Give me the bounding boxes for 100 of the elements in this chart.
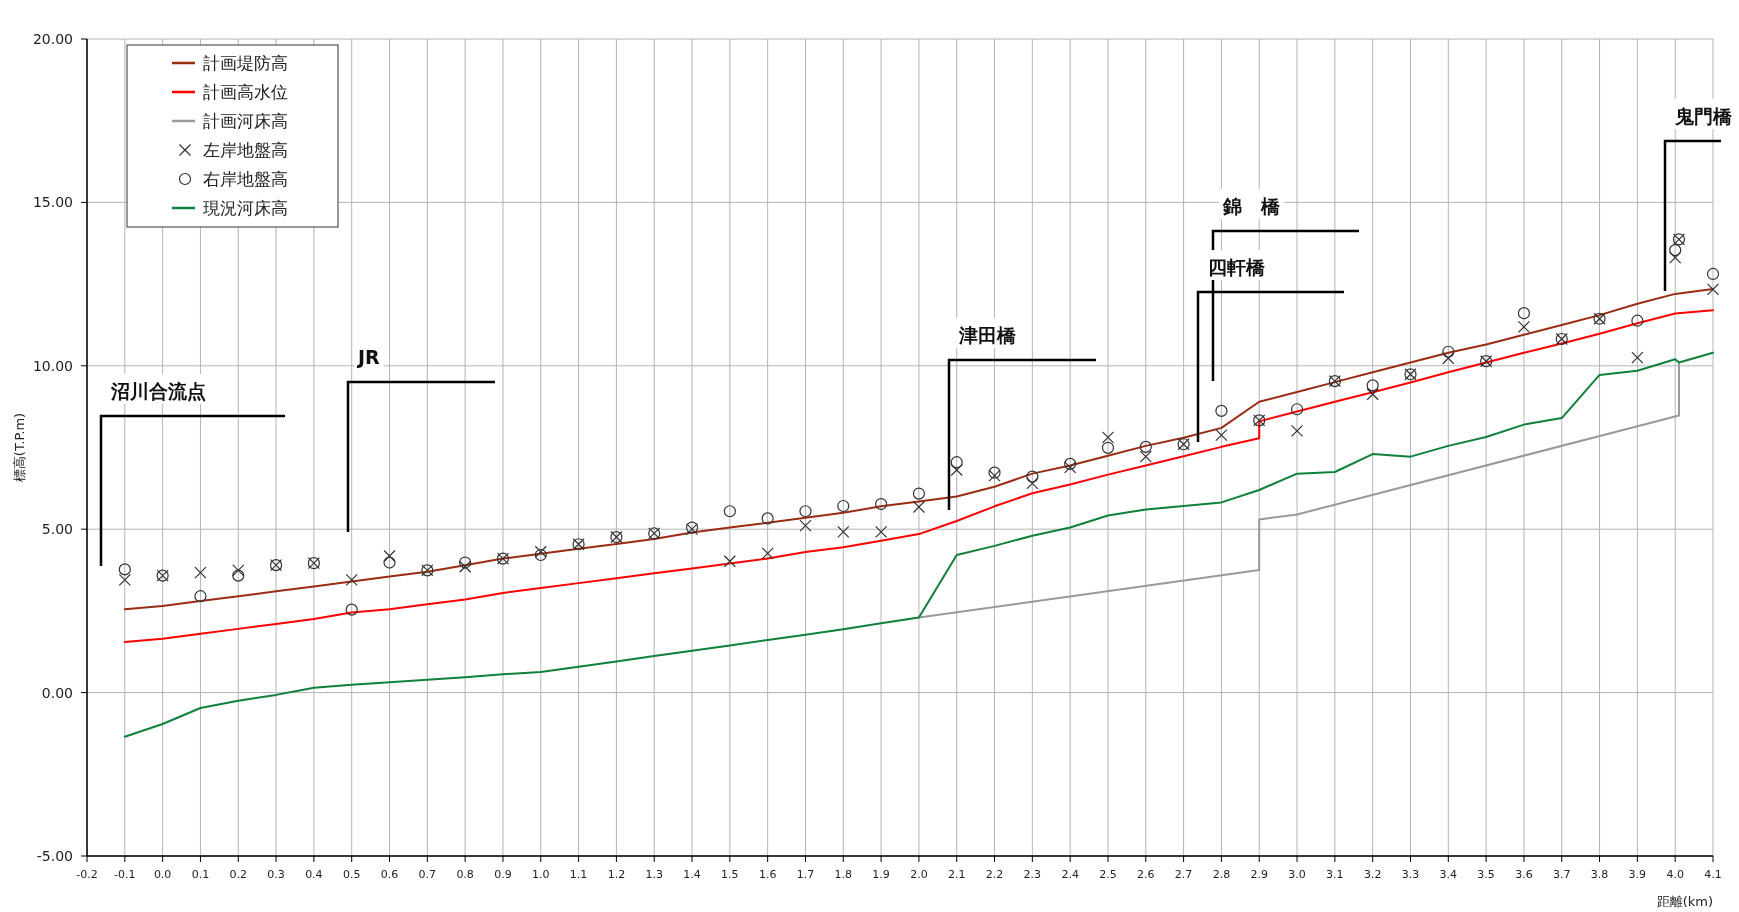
y-axis-title: 標高(T.P.m) bbox=[12, 412, 27, 483]
x-tick-label: 3.4 bbox=[1439, 868, 1458, 881]
legend-label: 現況河床高 bbox=[203, 198, 288, 218]
x-tick-label: 1.4 bbox=[683, 868, 701, 881]
point bbox=[1366, 379, 1379, 392]
point bbox=[1026, 470, 1039, 483]
x-tick-label: 1.6 bbox=[758, 868, 777, 881]
x-tick-label: 3.5 bbox=[1477, 868, 1495, 881]
point bbox=[459, 556, 472, 569]
x-axis-title: 距離(km) bbox=[1656, 894, 1713, 909]
x-tick-label: 3.3 bbox=[1401, 868, 1420, 881]
point bbox=[118, 573, 131, 586]
point bbox=[912, 487, 926, 500]
point bbox=[232, 569, 245, 582]
y-tick-label: 0.00 bbox=[41, 684, 73, 701]
x-tick-label: 3.0 bbox=[1288, 868, 1306, 881]
point bbox=[1101, 431, 1115, 444]
annotation: 錦 橋 bbox=[1222, 195, 1281, 217]
x-tick-label: 2.2 bbox=[985, 868, 1004, 881]
annotation: 鬼門橋 bbox=[1674, 105, 1733, 127]
x-tick-label: 0.9 bbox=[494, 868, 512, 881]
legend-label: 計画高水位 bbox=[203, 82, 288, 102]
y-tick-label: 10.00 bbox=[32, 357, 73, 374]
point bbox=[534, 545, 547, 558]
point bbox=[459, 560, 472, 573]
annotation: 津田橋 bbox=[958, 324, 1017, 346]
point bbox=[1442, 352, 1455, 365]
point bbox=[837, 499, 850, 513]
point bbox=[1669, 251, 1682, 264]
point bbox=[1517, 320, 1531, 334]
point bbox=[383, 549, 396, 563]
point bbox=[723, 555, 736, 568]
x-tick-label: -0.2 bbox=[76, 868, 98, 881]
x-tick-label: 2.3 bbox=[1023, 868, 1042, 881]
y-tick-label: -5.00 bbox=[36, 848, 73, 864]
x-tick-label: 4.1 bbox=[1704, 868, 1722, 881]
point bbox=[799, 519, 812, 532]
x-tick-label: -0.1 bbox=[114, 868, 136, 881]
point bbox=[1669, 244, 1682, 257]
annotation: 四軒橋 bbox=[1208, 256, 1266, 278]
point bbox=[1139, 450, 1152, 463]
point bbox=[1442, 345, 1455, 358]
point bbox=[1026, 477, 1039, 490]
x-tick-label: 1.8 bbox=[834, 868, 853, 881]
point bbox=[1215, 428, 1228, 442]
point bbox=[874, 497, 888, 511]
x-tick-label: 4.0 bbox=[1666, 868, 1684, 881]
x-tick-label: 3.1 bbox=[1326, 868, 1344, 881]
point bbox=[1290, 403, 1304, 416]
x-tick-label: 2.9 bbox=[1250, 868, 1268, 881]
x-tick-label: 0.7 bbox=[418, 868, 437, 881]
legend-label: 左岸地盤高 bbox=[203, 140, 288, 160]
point bbox=[874, 525, 888, 538]
point bbox=[118, 563, 131, 576]
x-tick-label: 1.2 bbox=[607, 868, 626, 881]
x-tick-label: 2.4 bbox=[1061, 868, 1079, 881]
annotation: JR bbox=[356, 346, 381, 368]
point bbox=[723, 505, 736, 518]
y-tick-label: 15.00 bbox=[32, 194, 73, 211]
x-tick-label: 0.0 bbox=[153, 868, 172, 881]
x-tick-label: 2.0 bbox=[910, 868, 928, 881]
point bbox=[194, 566, 207, 579]
y-tick-label: 20.00 bbox=[32, 31, 73, 47]
x-tick-label: 2.7 bbox=[1174, 868, 1193, 881]
point bbox=[761, 512, 774, 525]
line-series bbox=[917, 361, 1680, 619]
x-tick-label: 0.5 bbox=[342, 868, 361, 881]
x-tick-label: 3.7 bbox=[1552, 868, 1571, 881]
point bbox=[383, 556, 396, 569]
x-tick-label: 3.2 bbox=[1363, 868, 1382, 881]
x-tick-label: 1.5 bbox=[721, 868, 739, 881]
x-tick-label: 0.6 bbox=[380, 868, 399, 881]
x-tick-label: 1.3 bbox=[645, 868, 663, 881]
x-tick-label: 2.8 bbox=[1212, 868, 1231, 881]
point bbox=[1064, 457, 1077, 470]
point bbox=[1064, 461, 1077, 474]
point bbox=[1631, 314, 1644, 327]
legend-label: 計画堤防高 bbox=[203, 53, 288, 73]
x-tick-label: 3.9 bbox=[1628, 868, 1647, 881]
point bbox=[1631, 351, 1644, 364]
point bbox=[194, 590, 207, 603]
x-tick-label: 0.3 bbox=[267, 868, 285, 881]
point bbox=[534, 548, 547, 562]
point bbox=[799, 505, 812, 518]
point bbox=[1139, 440, 1152, 453]
point bbox=[345, 603, 358, 616]
x-tick-label: 1.0 bbox=[532, 868, 550, 881]
point bbox=[761, 547, 774, 560]
legend-label: 計画河床高 bbox=[203, 111, 288, 131]
annotation: 沼川合流点 bbox=[110, 380, 206, 402]
x-tick-label: 0.8 bbox=[456, 868, 474, 881]
point bbox=[1101, 441, 1115, 454]
point bbox=[232, 564, 245, 577]
point bbox=[837, 525, 850, 538]
x-tick-label: 2.5 bbox=[1099, 868, 1117, 881]
x-tick-label: 3.8 bbox=[1590, 868, 1609, 881]
x-tick-label: 0.4 bbox=[305, 868, 323, 881]
x-tick-label: 1.9 bbox=[872, 868, 890, 881]
point bbox=[1706, 267, 1720, 281]
point bbox=[1706, 283, 1720, 296]
